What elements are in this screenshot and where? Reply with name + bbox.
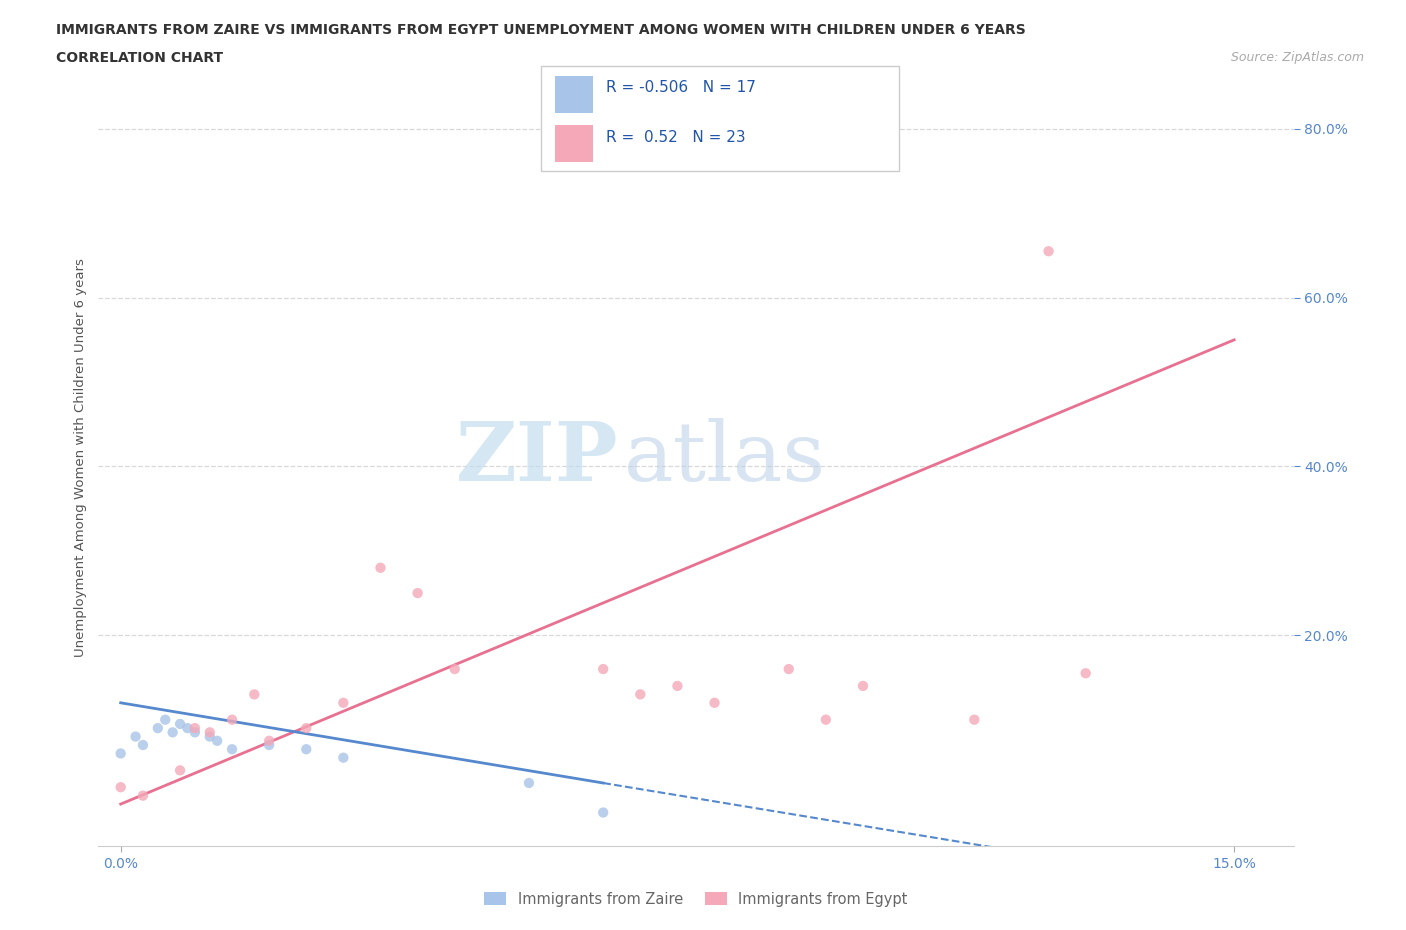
- Point: [1074, 666, 1097, 681]
- Point: [176, 721, 198, 736]
- Point: [146, 721, 169, 736]
- Point: [628, 687, 651, 702]
- Text: R =  0.52   N = 23: R = 0.52 N = 23: [606, 129, 747, 145]
- Point: [162, 724, 184, 739]
- Point: [963, 712, 986, 727]
- Point: [257, 734, 280, 749]
- Legend: Immigrants from Zaire, Immigrants from Egypt: Immigrants from Zaire, Immigrants from E…: [478, 886, 914, 912]
- Point: [169, 763, 191, 777]
- Point: [110, 746, 132, 761]
- Point: [592, 661, 614, 676]
- Point: [592, 805, 614, 820]
- Bar: [555, 75, 593, 113]
- Point: [517, 776, 540, 790]
- Point: [124, 729, 146, 744]
- Point: [852, 679, 875, 694]
- Point: [132, 789, 155, 804]
- Point: [370, 560, 392, 575]
- Point: [243, 687, 266, 702]
- Point: [205, 734, 228, 749]
- Point: [814, 712, 837, 727]
- Point: [703, 696, 725, 711]
- Point: [332, 751, 354, 765]
- Text: atlas: atlas: [624, 418, 827, 498]
- Point: [221, 712, 243, 727]
- Point: [221, 742, 243, 757]
- Text: R = -0.506   N = 17: R = -0.506 N = 17: [606, 80, 756, 96]
- Point: [155, 712, 177, 727]
- Bar: [555, 125, 593, 163]
- Point: [132, 737, 155, 752]
- Point: [198, 729, 221, 744]
- Point: [198, 724, 221, 739]
- Point: [1038, 244, 1060, 259]
- Point: [257, 737, 280, 752]
- Text: Source: ZipAtlas.com: Source: ZipAtlas.com: [1230, 51, 1364, 64]
- Point: [332, 696, 354, 711]
- FancyBboxPatch shape: [540, 66, 900, 171]
- Point: [666, 679, 689, 694]
- Point: [406, 586, 429, 601]
- Y-axis label: Unemployment Among Women with Children Under 6 years: Unemployment Among Women with Children U…: [75, 259, 87, 658]
- Point: [295, 721, 318, 736]
- Point: [778, 661, 800, 676]
- Point: [110, 779, 132, 794]
- Point: [184, 724, 207, 739]
- Point: [295, 742, 318, 757]
- Point: [184, 721, 207, 736]
- Text: ZIP: ZIP: [456, 418, 619, 498]
- Point: [169, 716, 191, 731]
- Point: [443, 661, 465, 676]
- Text: CORRELATION CHART: CORRELATION CHART: [56, 51, 224, 65]
- Text: IMMIGRANTS FROM ZAIRE VS IMMIGRANTS FROM EGYPT UNEMPLOYMENT AMONG WOMEN WITH CHI: IMMIGRANTS FROM ZAIRE VS IMMIGRANTS FROM…: [56, 23, 1026, 37]
